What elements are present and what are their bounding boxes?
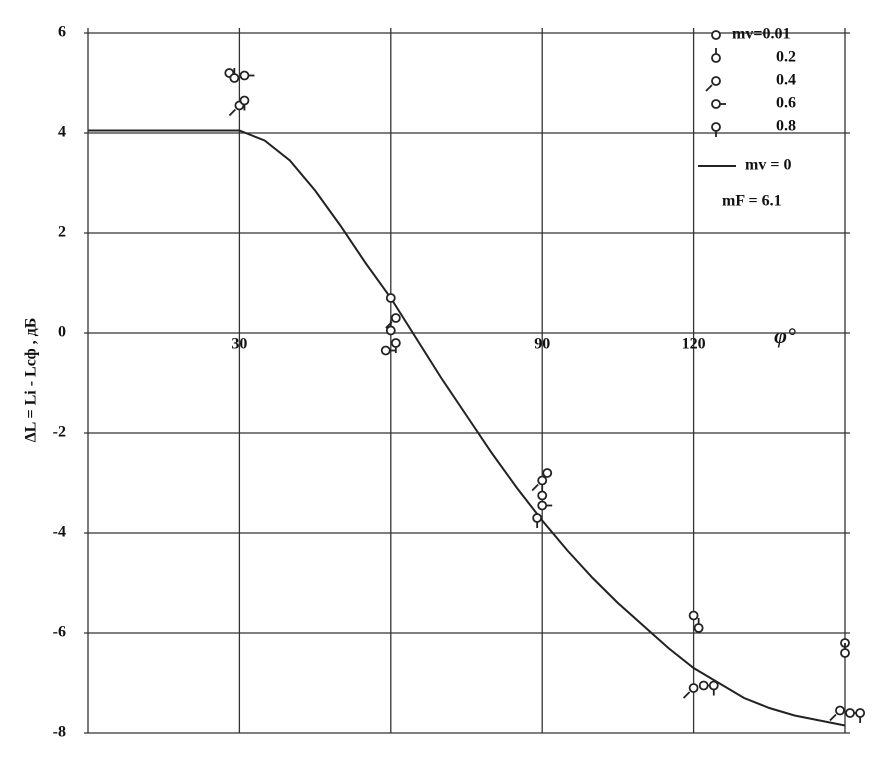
marker-ring [390, 338, 401, 348]
legend-marker [711, 48, 721, 63]
marker-ring [711, 30, 721, 40]
legend-marker [711, 30, 721, 40]
marker-ring [229, 73, 240, 83]
point [239, 70, 255, 81]
legend-label: mv=0.01 [732, 26, 790, 43]
point [829, 705, 845, 722]
point [708, 680, 719, 696]
point [542, 468, 553, 478]
marker-ring [711, 76, 721, 86]
marker-ring [385, 325, 396, 336]
marker-stem [531, 483, 539, 492]
point [385, 313, 401, 329]
marker-stem [385, 321, 393, 329]
x-axis-label: φ° [774, 323, 796, 348]
point [390, 338, 401, 353]
y-tick-label: 0 [58, 324, 66, 341]
point [688, 610, 699, 621]
y-axis-label: ΔL = Li - Lсф , дБ [23, 318, 40, 443]
plot-frame [88, 28, 850, 733]
marker-ring [385, 293, 396, 303]
marker-ring [532, 513, 543, 523]
marker-ring [711, 99, 721, 109]
marker-ring [542, 468, 553, 478]
point [840, 643, 850, 658]
legend-label: 0.2 [776, 49, 796, 66]
point [537, 500, 553, 511]
point [537, 485, 548, 501]
marker-ring [537, 490, 548, 501]
marker-stem [682, 691, 691, 699]
y-tick-label: 2 [58, 224, 66, 241]
note: mF = 6.1 [722, 193, 782, 210]
marker-ring [239, 70, 250, 81]
x-tick-label: 120 [682, 336, 706, 353]
marker-ring [698, 680, 709, 691]
y-tick-label: -2 [53, 424, 66, 441]
marker-stem [705, 84, 713, 92]
marker-ring [390, 313, 401, 323]
point [385, 293, 396, 303]
y-tick-label: 4 [58, 124, 66, 141]
marker-ring [855, 708, 866, 718]
legend-label: 0.8 [776, 118, 796, 135]
marker-ring [840, 648, 850, 658]
marker-ring [537, 475, 548, 486]
point [228, 100, 245, 117]
marker-ring [693, 623, 704, 633]
legend-marker [711, 122, 721, 137]
point [385, 320, 396, 336]
legend-marker [711, 99, 726, 109]
point [229, 68, 240, 83]
curve [88, 129, 846, 727]
marker-stem [228, 108, 237, 117]
point [532, 513, 543, 528]
point [693, 618, 704, 633]
x-tick-label: 30 [231, 336, 247, 353]
legend-label: mv = 0 [745, 157, 791, 174]
y-tick-label: -4 [53, 524, 66, 541]
point [855, 708, 866, 723]
y-tick-label: -6 [53, 624, 66, 641]
legend-marker [705, 76, 721, 92]
marker-ring [239, 95, 250, 106]
point [239, 95, 250, 111]
marker-ring [708, 680, 719, 691]
marker-ring [688, 683, 699, 693]
y-tick-label: -8 [53, 724, 66, 741]
marker-ring [845, 708, 855, 718]
legend-label: 0.6 [776, 95, 796, 112]
marker-ring [711, 53, 721, 63]
marker-stem [829, 713, 837, 722]
y-tick-label: 6 [58, 24, 66, 41]
point [380, 345, 396, 356]
marker-ring [688, 610, 699, 621]
point [682, 683, 699, 699]
marker-ring [835, 705, 845, 716]
point [531, 475, 548, 492]
marker-ring [537, 500, 548, 511]
x-tick-label: 90 [534, 336, 550, 353]
marker-ring [711, 122, 721, 132]
marker-ring [380, 345, 391, 356]
legend-label: 0.4 [776, 72, 796, 89]
